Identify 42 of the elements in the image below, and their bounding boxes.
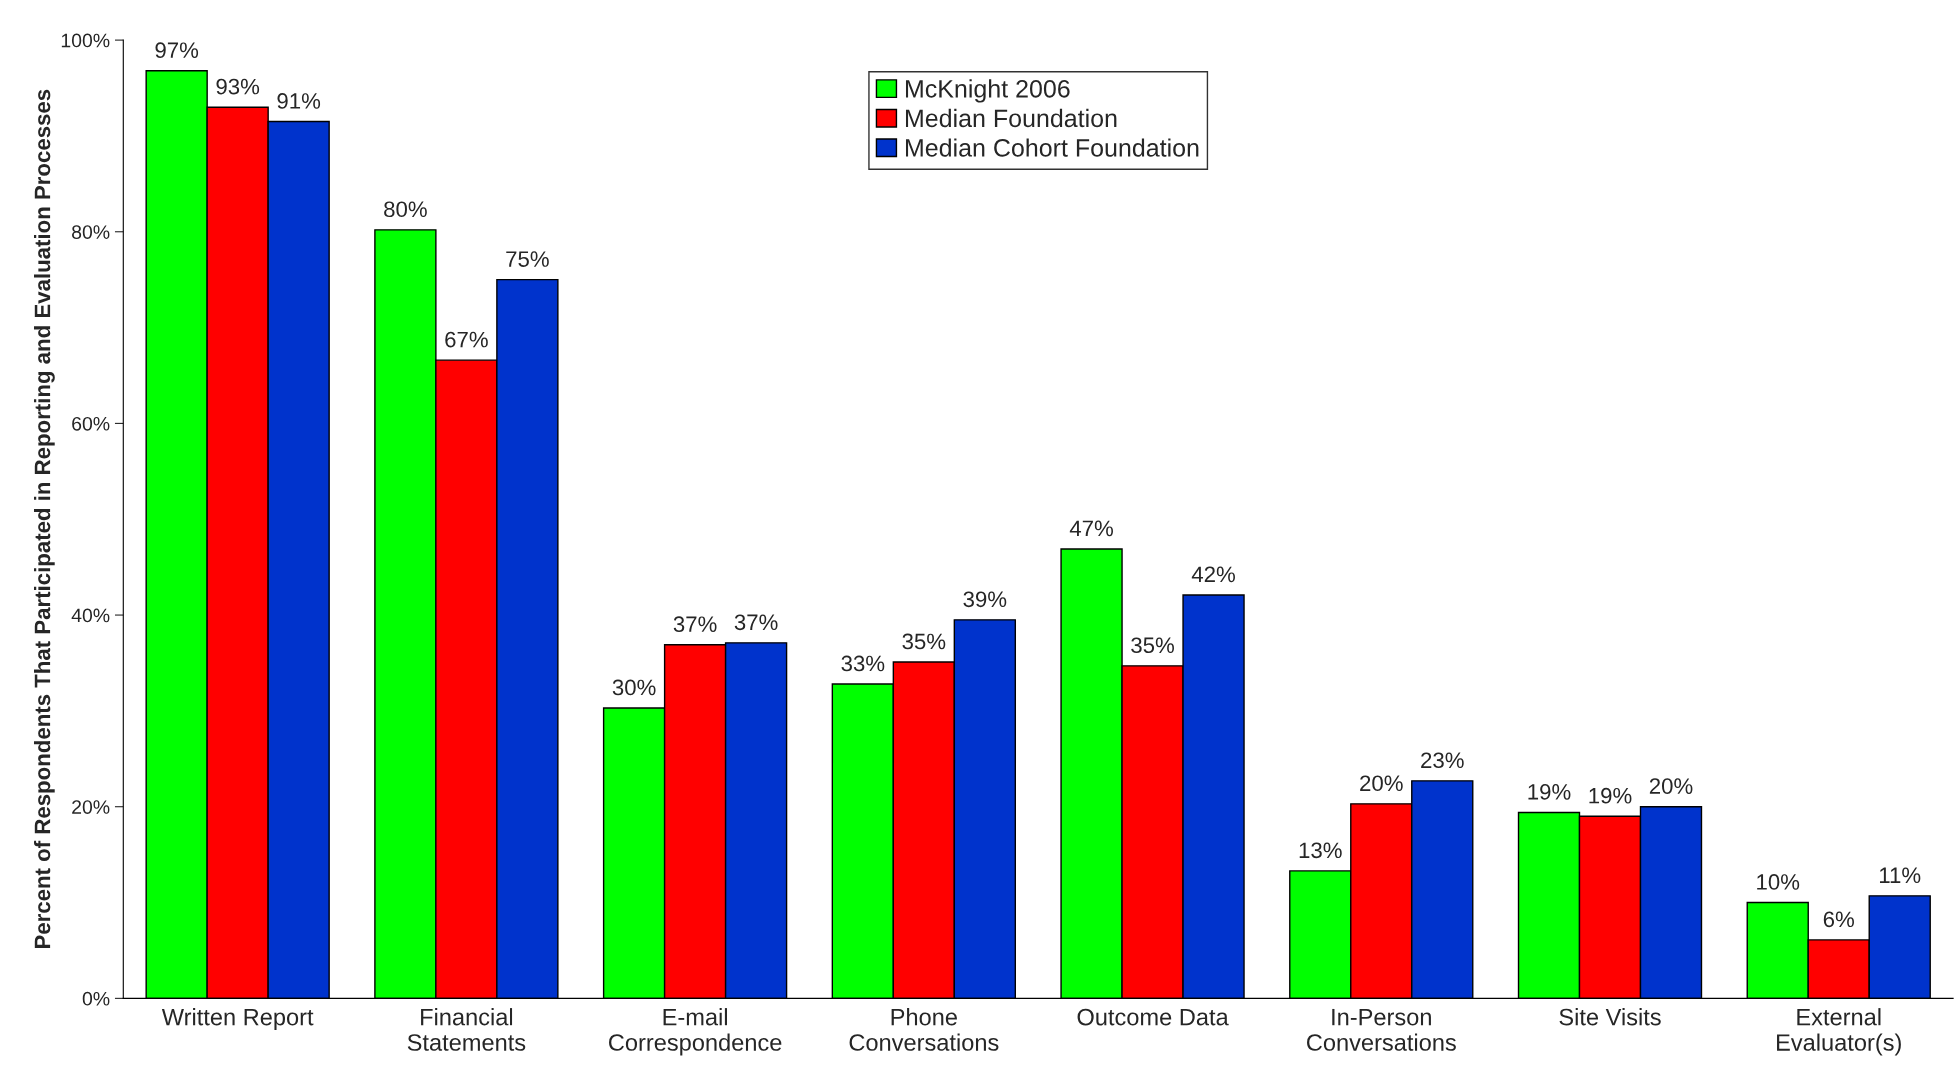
data-label: 23% [1421, 752, 1464, 769]
data-label: 47% [1069, 520, 1114, 537]
data-label: 20% [1360, 775, 1403, 792]
data-label: 97% [155, 42, 199, 59]
data-label: 93% [216, 78, 260, 95]
data-label: 13% [1299, 842, 1342, 859]
data-label: 91% [277, 93, 321, 109]
data-label: 10% [1757, 874, 1800, 890]
data-label: 35% [902, 633, 946, 650]
data-label: 20% [1649, 778, 1693, 794]
data-label: 42% [1191, 566, 1235, 583]
data-label: 30% [612, 679, 656, 696]
y-tick-label: 100% [61, 33, 110, 48]
y-tick-label: 40% [71, 608, 110, 623]
x-tick-label: Phone Conversations [849, 1008, 999, 1051]
data-label: 67% [445, 331, 488, 348]
legend-label: Median Foundation [905, 108, 1117, 128]
y-tick-label: 20% [72, 800, 110, 814]
x-tick-label: Site Visits [1559, 1008, 1661, 1026]
x-tick-label: Financial Statements [407, 1008, 526, 1051]
x-tick-label: In-Person Conversations [1307, 1008, 1456, 1051]
x-tick-label: Written Report [161, 1008, 314, 1031]
y-tick-label: 0% [82, 991, 110, 1006]
x-tick-label: Outcome Data [1077, 1008, 1229, 1026]
data-label: 80% [384, 201, 427, 218]
data-label: 11% [1879, 867, 1921, 884]
data-label: 37% [673, 616, 717, 633]
y-axis-title: Percent of Respondents That Participated in Reporting and Evaluation Processes [34, 89, 55, 949]
data-label: 19% [1528, 784, 1571, 800]
data-label: 37% [734, 614, 778, 631]
data-label: 33% [841, 655, 885, 672]
data-label: 75% [506, 251, 549, 267]
data-label: 39% [963, 591, 1007, 608]
x-tick-label: E-mail Correspondence [609, 1008, 782, 1056]
y-tick-label: 60% [72, 416, 110, 431]
x-tick-label: External Evaluator(s) [1777, 1008, 1901, 1056]
legend-label: McKnight 2006 [905, 79, 1070, 103]
y-tick-label: 80% [72, 225, 110, 239]
data-label: 19% [1589, 787, 1632, 804]
data-label: 6% [1823, 911, 1854, 928]
data-label: 35% [1131, 637, 1174, 654]
legend-label: Median Cohort Foundation [905, 138, 1199, 157]
